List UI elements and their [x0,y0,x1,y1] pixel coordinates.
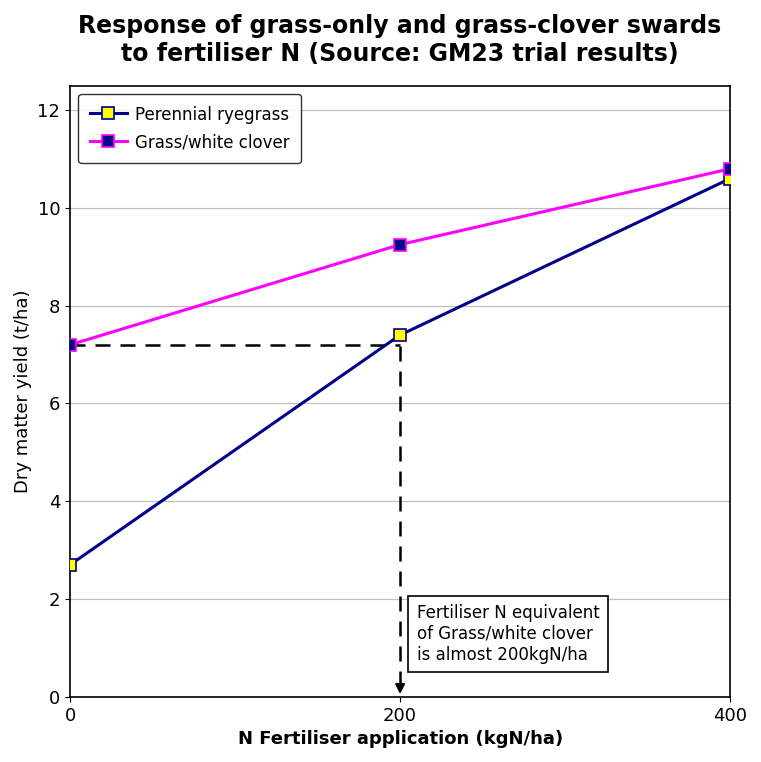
Title: Response of grass-only and grass-clover swards
to fertiliser N (Source: GM23 tri: Response of grass-only and grass-clover … [78,14,721,66]
Grass/white clover [725,165,734,174]
Text: Fertiliser N equivalent
of Grass/white clover
is almost 200kgN/ha: Fertiliser N equivalent of Grass/white c… [416,604,600,664]
Perennial ryegrass [725,174,734,183]
Grass/white clover [65,341,75,350]
Line: Perennial ryegrass: Perennial ryegrass [64,172,737,571]
Line: Grass/white clover: Grass/white clover [64,162,737,351]
Perennial ryegrass [396,331,405,340]
Y-axis label: Dry matter yield (t/ha): Dry matter yield (t/ha) [14,290,32,493]
Grass/white clover [396,240,405,249]
X-axis label: N Fertiliser application (kgN/ha): N Fertiliser application (kgN/ha) [237,730,562,748]
Legend: Perennial ryegrass, Grass/white clover: Perennial ryegrass, Grass/white clover [78,94,301,163]
Perennial ryegrass [65,560,75,569]
